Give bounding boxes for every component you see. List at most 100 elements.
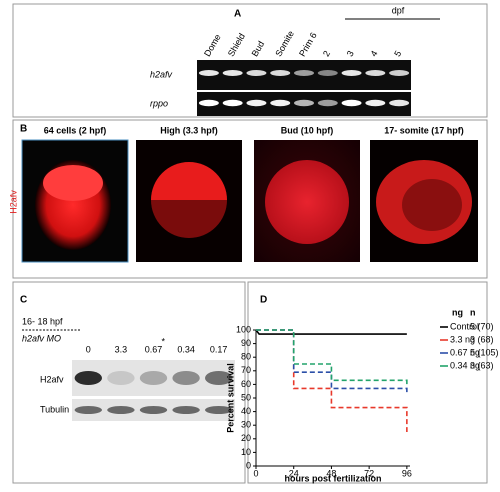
dose-label: 0 (86, 344, 91, 354)
y-tick-label: 100 (236, 324, 251, 334)
legend-n: 3 (63) (470, 360, 494, 370)
y-tick-label: 10 (241, 447, 251, 457)
band (139, 406, 168, 414)
y-tick-label: 70 (241, 365, 251, 375)
panel-label: A (234, 9, 241, 20)
band (317, 70, 338, 76)
lane-label: Bud (250, 39, 267, 58)
lane-label: Somite (273, 29, 296, 58)
dose-label: 0.34 (177, 344, 195, 354)
blastoderm (43, 165, 103, 201)
panel-c-frame (12, 281, 246, 484)
band (317, 99, 338, 107)
image-title: Bud (10 hpf) (281, 125, 334, 135)
lane-label: 4 (368, 49, 379, 58)
band (341, 99, 362, 107)
y-tick-label: 20 (241, 433, 251, 443)
lane-label: 5 (392, 49, 403, 58)
image-title: 17- somite (17 hpf) (384, 125, 464, 135)
embryo (265, 160, 349, 244)
survival-line (256, 329, 408, 385)
dpf-label: dpf (392, 5, 405, 15)
band (294, 99, 314, 107)
band (205, 371, 233, 385)
survival-line (256, 329, 408, 393)
chart: D 0 10 20 30 40 50 60 70 80 90 100 0 24 48 72 96 hours po… (225, 295, 498, 484)
band (172, 406, 200, 414)
y-tick-label: 30 (241, 420, 251, 430)
lane-label: Dome (202, 32, 223, 58)
band (198, 70, 219, 76)
y-tick-label: 40 (241, 406, 251, 416)
legend-n: 5 (70) (470, 321, 494, 331)
band (365, 70, 386, 76)
yolk (402, 179, 462, 231)
band (270, 70, 291, 76)
survival-line (255, 329, 407, 335)
treatment-label: h2afv MO (22, 333, 61, 343)
titles: 64 cells (2 hpf) High (3.3 hpf) Bud (10 hp… (44, 125, 464, 135)
band (198, 99, 219, 107)
band (294, 70, 314, 76)
dose-label: 3.3 (115, 344, 128, 354)
band (222, 99, 243, 107)
lane-label: 2 (321, 49, 332, 58)
lane-label: Prim 6 (297, 31, 319, 59)
x-tick-label: 0 (253, 468, 258, 478)
legend-label: 0.67 ng (450, 347, 480, 357)
y-tick-label: 60 (241, 379, 251, 389)
band (246, 70, 267, 76)
band (365, 99, 386, 107)
panel-b-frame (12, 119, 488, 279)
legend-n: 3 (68) (470, 334, 494, 344)
legend-n: 5 (105) (470, 347, 499, 357)
y-tick-label: 0 (246, 460, 251, 470)
band (205, 406, 233, 414)
panel-label: C (20, 295, 27, 306)
y-tick-label: 90 (241, 338, 251, 348)
protein-label: Tubulin (40, 404, 69, 414)
legend-label: Control (450, 321, 479, 331)
x-tick-label: 96 (402, 468, 412, 478)
legend-label: 3.3 ng (450, 334, 475, 344)
yolk (151, 200, 227, 238)
blastoderm (151, 162, 227, 200)
band (389, 99, 410, 107)
x-tick-label: 72 (364, 468, 374, 478)
gene-label: rppo (150, 98, 168, 108)
x-axis-title: hours post fertilization (284, 473, 381, 483)
stain-label: H2afv (8, 190, 18, 214)
panel-a-frame (12, 3, 488, 118)
band (74, 406, 102, 414)
dose-label: 0.17 (210, 344, 228, 354)
panel-d-frame (247, 281, 488, 484)
image-title: 64 cells (2 hpf) (44, 125, 107, 135)
lane-label: Shield (226, 32, 247, 59)
band (172, 371, 200, 385)
band (139, 371, 168, 385)
band (107, 371, 135, 385)
panel-label: B (20, 124, 27, 135)
gene-label: h2afv (150, 69, 173, 79)
legend-header: n (470, 307, 476, 317)
band (389, 70, 410, 76)
lane-label: 3 (345, 49, 356, 58)
panel-label: D (260, 295, 267, 306)
legend-label: 0.34 ng (450, 360, 480, 370)
protein-label: H2afv (40, 374, 64, 384)
asterisk: * (162, 336, 166, 346)
y-tick-label: 80 (241, 352, 251, 362)
band (246, 99, 267, 107)
band (270, 99, 291, 107)
lanes: 0 3.3 0.67 0.34 0.17 * (74, 336, 233, 414)
y-tick-label: 50 (241, 392, 251, 402)
band (107, 406, 135, 414)
x-tick-label: 48 (326, 468, 336, 478)
band (341, 70, 362, 76)
dose-label: 0.67 (145, 344, 163, 354)
image-title: High (3.3 hpf) (160, 125, 218, 135)
legend-header: ng (452, 307, 463, 317)
x-tick-label: 24 (289, 468, 299, 478)
